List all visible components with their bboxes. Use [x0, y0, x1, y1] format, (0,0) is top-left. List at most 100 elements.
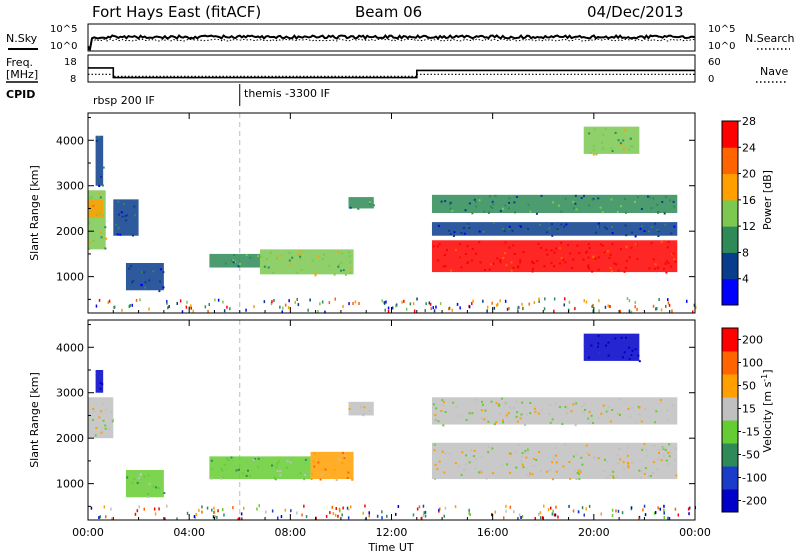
noise-left-tick-bottom: 10^0 — [50, 41, 77, 52]
echo-speckle — [565, 223, 568, 226]
ground-scatter — [245, 308, 247, 312]
echo-speckle — [601, 147, 604, 150]
echo-speckle — [437, 420, 440, 423]
echo-speckle — [152, 270, 155, 273]
echo-speckle — [304, 458, 307, 461]
echo-speckle — [657, 458, 660, 461]
echo-speckle — [89, 241, 92, 244]
echo-speckle — [673, 205, 676, 208]
ground-scatter — [521, 302, 523, 306]
echo-speckle — [501, 464, 504, 467]
y-tick-label: 3000 — [56, 387, 84, 400]
station-title: Fort Hays East (fitACF) — [92, 3, 261, 21]
echo-speckle — [349, 271, 352, 274]
echo-speckle — [598, 225, 600, 228]
echo-speckle — [94, 434, 97, 437]
echo-speckle — [611, 409, 614, 411]
ground-scatter — [547, 508, 550, 512]
echo-speckle — [267, 266, 270, 269]
echo-speckle — [475, 252, 478, 255]
echo-speckle — [515, 466, 518, 469]
echo-speckle — [100, 431, 103, 434]
ground-scatter — [459, 306, 461, 310]
frequency-panel: Freq. [MHz] 18 8 60 0 Nave — [6, 54, 788, 85]
echo-speckle — [95, 140, 98, 142]
ground-scatter — [214, 298, 216, 302]
time-x-axis: 00:00 04:00 08:00 12:00 16:00 20:00 00:00 — [72, 113, 711, 539]
echo-speckle — [660, 240, 663, 243]
echo-speckle — [517, 266, 519, 269]
ground-scatter — [198, 508, 200, 512]
ground-scatter — [305, 515, 308, 519]
ground-scatter — [555, 505, 557, 509]
echo-speckle — [524, 424, 527, 426]
echo-speckle — [99, 208, 101, 211]
echo-speckle — [343, 457, 346, 460]
echo-region — [209, 253, 260, 268]
echo-speckle — [137, 477, 140, 480]
ground-scatter — [296, 511, 298, 515]
ground-scatter — [630, 310, 633, 314]
echo-speckle — [359, 406, 362, 408]
ground-scatter — [190, 306, 192, 310]
echo-speckle — [528, 475, 531, 478]
ground-scatter — [468, 305, 471, 309]
echo-speckle — [102, 166, 105, 169]
echo-speckle — [275, 257, 278, 260]
echo-speckle — [508, 225, 511, 228]
echo-speckle — [510, 261, 513, 264]
echo-speckle — [508, 452, 511, 455]
echo-speckle — [531, 261, 534, 264]
echo-speckle — [593, 456, 596, 459]
echo-speckle — [604, 127, 607, 130]
echo-speckle — [575, 478, 578, 481]
ground-scatter — [258, 504, 260, 508]
ground-scatter — [217, 509, 219, 513]
echo-region — [125, 263, 165, 293]
echo-speckle — [265, 258, 268, 260]
echo-speckle — [131, 234, 134, 237]
ground-scatter — [105, 515, 107, 519]
colorbar-tick-label: -15 — [742, 426, 760, 439]
echo-speckle — [630, 406, 633, 409]
echo-speckle — [551, 461, 554, 464]
ground-scatter — [439, 302, 442, 306]
echo-speckle — [527, 203, 530, 206]
echo-speckle — [529, 210, 532, 213]
colorbar-tick-label: 15 — [742, 403, 756, 416]
ground-scatter — [273, 299, 275, 302]
echo-region-fill — [209, 456, 311, 480]
echo-speckle — [521, 401, 524, 404]
echo-speckle — [92, 204, 95, 207]
ground-scatter — [503, 516, 505, 520]
ground-scatter — [491, 513, 493, 517]
echo-speckle — [581, 405, 584, 408]
echo-speckle — [271, 271, 274, 274]
echo-speckle — [299, 472, 302, 475]
echo-speckle — [529, 412, 532, 415]
echo-speckle — [549, 469, 552, 472]
echo-speckle — [546, 470, 549, 473]
ground-scatter — [409, 302, 412, 306]
echo-speckle — [660, 459, 663, 462]
ground-scatter — [543, 504, 545, 508]
echo-speckle — [538, 451, 541, 454]
echo-speckle — [549, 404, 552, 406]
echo-speckle — [487, 451, 490, 454]
echo-speckle — [648, 475, 651, 478]
ground-scatter — [592, 303, 594, 307]
echo-speckle — [646, 454, 648, 457]
echo-speckle — [162, 271, 165, 274]
echo-speckle — [515, 196, 518, 198]
ground-scatter — [506, 307, 509, 311]
echo-speckle — [452, 235, 455, 237]
echo-speckle — [667, 451, 670, 454]
noise-left-tick-top: 10^5 — [50, 24, 77, 35]
echo-speckle — [495, 402, 498, 405]
ground-scatter — [518, 306, 520, 310]
echo-speckle — [638, 360, 641, 363]
echo-speckle — [555, 461, 558, 464]
y-tick-label: 4000 — [56, 134, 84, 147]
echo-speckle — [502, 419, 504, 422]
ground-scatter — [346, 506, 349, 510]
